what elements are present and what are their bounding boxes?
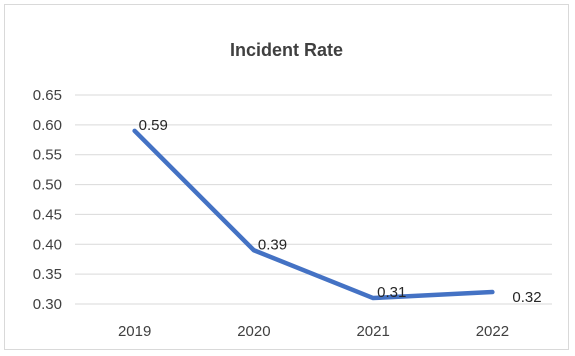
chart-area: Incident Rate: [4, 4, 569, 350]
data-label: 0.59: [139, 117, 168, 134]
x-tick-label: 2020: [237, 323, 270, 340]
gridlines: [75, 94, 552, 305]
chart-title: Incident Rate: [229, 40, 344, 60]
x-axis-tick-labels: 2019 2020 2021 2022: [118, 323, 509, 340]
y-tick-label: 0.60: [33, 117, 62, 134]
y-axis-tick-labels: 0.30 0.35 0.40 0.45 0.50 0.55 0.60 0.65: [33, 87, 62, 313]
y-tick-label: 0.45: [33, 206, 62, 223]
x-tick-label: 2019: [118, 323, 151, 340]
data-label: 0.31: [377, 284, 406, 301]
y-tick-label: 0.50: [33, 177, 62, 194]
y-tick-label: 0.35: [33, 266, 62, 283]
y-tick-label: 0.65: [33, 87, 62, 104]
data-labels: 0.59 0.39 0.31 0.32: [139, 117, 542, 306]
series-line-path: [132, 128, 495, 301]
x-tick-label: 2021: [356, 323, 389, 340]
data-label: 0.39: [258, 236, 287, 253]
x-tick-label: 2022: [476, 323, 509, 340]
data-label: 0.32: [512, 289, 541, 306]
y-tick-label: 0.40: [33, 236, 62, 253]
series-line: [132, 128, 495, 301]
y-tick-label: 0.30: [33, 296, 62, 313]
y-tick-label: 0.55: [33, 147, 62, 164]
